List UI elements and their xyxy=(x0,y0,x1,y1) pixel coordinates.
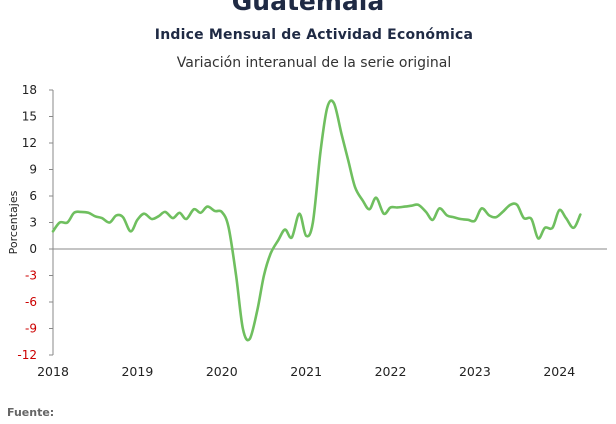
chart-subtitle: Indice Mensual de Actividad Económica xyxy=(154,27,474,43)
y-axis-label: Porcentajes xyxy=(7,190,20,254)
series-line xyxy=(51,99,582,342)
y-tick-label: 12 xyxy=(22,136,37,150)
y-tick-label: 9 xyxy=(29,163,37,177)
x-tick-label: 2023 xyxy=(459,364,491,379)
y-tick-label: -12 xyxy=(17,348,37,362)
y-tick-label: 0 xyxy=(29,242,37,256)
x-tick-label: 2019 xyxy=(121,364,153,379)
y-tick-label: 3 xyxy=(29,216,37,230)
x-tick-label: 2021 xyxy=(290,364,322,379)
y-tick-label: -3 xyxy=(25,269,37,283)
y-tick-label: -6 xyxy=(25,295,37,309)
y-tick-label: -9 xyxy=(25,322,37,336)
y-tick-label: 18 xyxy=(22,83,37,97)
y-tick-label: 6 xyxy=(29,189,37,203)
x-tick-label: 2020 xyxy=(206,364,238,379)
chart-description: Variación interanual de la serie origina… xyxy=(176,55,452,71)
source-label: Fuente: xyxy=(7,406,55,419)
x-tick-label: 2018 xyxy=(37,364,69,379)
x-tick-label: 2022 xyxy=(375,364,407,379)
y-tick-label: 15 xyxy=(22,110,37,124)
chart-title: Guatemala xyxy=(231,0,385,16)
x-tick-label: 2024 xyxy=(543,364,575,379)
